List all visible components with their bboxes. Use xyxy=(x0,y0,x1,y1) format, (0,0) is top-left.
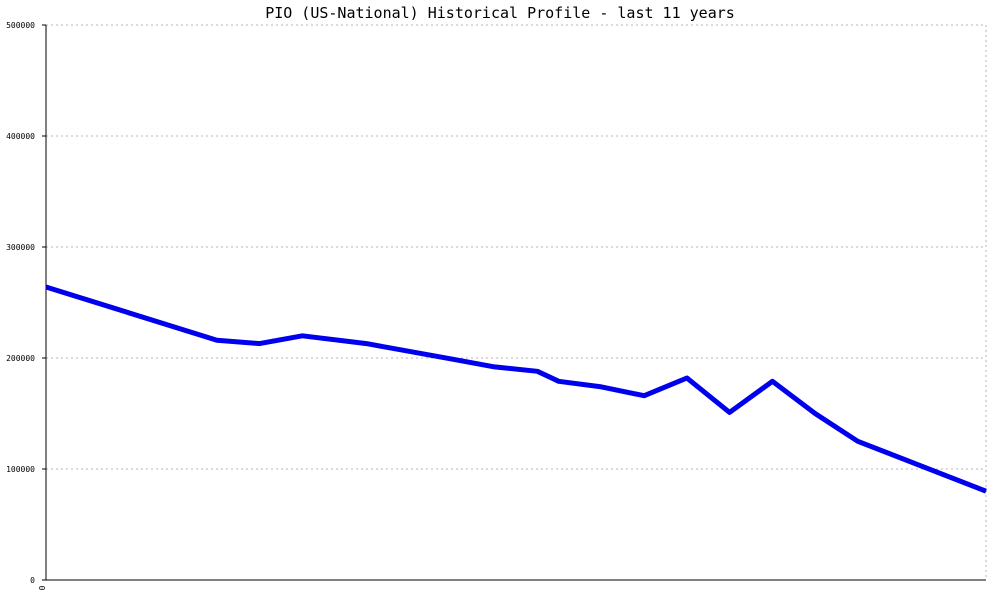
data-point xyxy=(558,380,560,382)
data-point xyxy=(643,395,645,397)
data-point xyxy=(536,370,538,372)
data-point xyxy=(259,343,261,345)
data-point xyxy=(451,358,453,360)
data-point xyxy=(686,377,688,379)
y-tick-label: 300000 xyxy=(6,243,35,252)
tick-labels: 0 100000 200000 300000 400000 500000 0 xyxy=(6,21,47,590)
series-line xyxy=(45,284,987,494)
gridlines xyxy=(46,24,987,580)
data-point xyxy=(814,413,816,414)
x-tick-label: 0 xyxy=(38,585,47,590)
axes xyxy=(42,24,986,581)
data-point xyxy=(601,386,602,388)
data-point xyxy=(494,366,496,368)
data-point xyxy=(216,339,218,341)
data-point xyxy=(45,286,47,288)
data-point xyxy=(729,411,731,413)
data-point xyxy=(985,490,987,492)
data-point xyxy=(771,380,773,382)
data-point xyxy=(301,335,303,337)
y-tick-label: 0 xyxy=(30,576,35,585)
data-point xyxy=(366,343,367,345)
series-layer xyxy=(45,284,987,494)
y-tick-label: 200000 xyxy=(6,354,35,363)
y-tick-label: 400000 xyxy=(6,132,35,141)
y-tick-label: 500000 xyxy=(6,21,35,30)
chart-title: PIO (US-National) Historical Profile - l… xyxy=(265,4,735,22)
y-tick-label: 100000 xyxy=(6,465,35,474)
data-point xyxy=(857,440,859,442)
